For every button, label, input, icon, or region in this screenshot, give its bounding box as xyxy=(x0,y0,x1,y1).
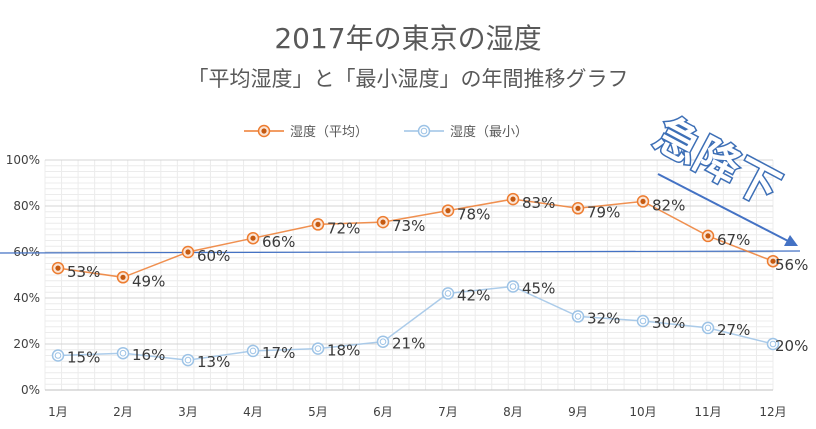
data-point-core xyxy=(769,340,777,348)
data-point-core xyxy=(380,219,386,225)
x-tick-label: 12月 xyxy=(759,405,786,419)
data-point-core xyxy=(770,258,776,264)
data-label: 83% xyxy=(522,194,555,212)
data-point-core xyxy=(249,347,257,355)
x-tick-label: 3月 xyxy=(178,405,198,419)
data-label: 66% xyxy=(262,233,295,251)
data-point-core xyxy=(119,349,127,357)
data-point-core xyxy=(250,235,256,241)
data-point-core xyxy=(315,221,321,227)
legend-marker-core xyxy=(420,127,428,135)
data-point-core xyxy=(120,274,126,280)
legend-label: 湿度（最小） xyxy=(450,124,528,140)
data-point-core xyxy=(574,313,582,320)
data-label: 32% xyxy=(587,309,620,327)
data-label: 82% xyxy=(652,196,685,214)
data-point-core xyxy=(510,196,516,202)
chart-title: 2017年の東京の湿度 xyxy=(274,22,541,55)
data-label: 20% xyxy=(775,337,808,355)
chart-subtitle: 「平均湿度」と「最小湿度」の年間推移グラフ xyxy=(188,67,629,91)
x-tick-label: 8月 xyxy=(503,405,523,419)
data-point-core xyxy=(704,324,712,332)
data-label: 18% xyxy=(327,342,360,360)
data-label: 15% xyxy=(67,349,100,367)
data-label: 56% xyxy=(775,256,808,274)
data-point-core xyxy=(55,265,61,271)
x-tick-label: 9月 xyxy=(568,405,588,419)
legend-label: 湿度（平均） xyxy=(290,124,368,140)
reference-line xyxy=(0,250,801,254)
x-tick-label: 11月 xyxy=(694,405,721,419)
y-tick-label: 100% xyxy=(6,153,40,167)
data-label: 49% xyxy=(132,272,165,290)
data-label: 21% xyxy=(392,335,425,353)
data-point-core xyxy=(54,352,62,359)
data-label: 78% xyxy=(457,206,490,224)
x-tick-label: 6月 xyxy=(373,405,393,419)
series-minimum: 15% 16% 13% 17% 18% 21% 42% 45% 32% 30% 27% 20% xyxy=(51,280,808,371)
data-label: 30% xyxy=(652,314,685,332)
legend-marker-core xyxy=(261,128,267,134)
x-tick-label: 2月 xyxy=(113,405,133,419)
data-label: 16% xyxy=(132,346,165,364)
x-tick-label: 10月 xyxy=(629,405,656,419)
data-label: 45% xyxy=(522,280,555,298)
y-axis: 0% 20% 40% 60% 80% 100% xyxy=(6,153,40,397)
data-point-core xyxy=(184,356,192,364)
x-axis: 1月 2月 3月 4月 5月 6月 7月 8月 9月 10月 11月 12月 xyxy=(48,405,786,419)
data-label: 79% xyxy=(587,203,620,221)
data-label: 42% xyxy=(457,286,490,304)
data-label: 53% xyxy=(67,263,100,281)
y-tick-label: 60% xyxy=(13,245,40,259)
series-line xyxy=(57,198,774,279)
annotation-arrow xyxy=(657,173,791,243)
series-line xyxy=(57,285,774,361)
legend: 湿度（平均） 湿度（最小） xyxy=(244,124,528,140)
x-tick-label: 1月 xyxy=(48,405,68,419)
series-average: 53% 49% 60% 66% 72% 73% 78% 83% 79% 82% 67% 56% xyxy=(51,192,808,290)
data-point-core xyxy=(379,338,387,346)
data-label: 27% xyxy=(717,321,750,339)
y-tick-label: 40% xyxy=(13,291,40,305)
y-tick-label: 20% xyxy=(13,337,40,351)
series-layer: 53%49%60%66%72% 73%78%83%79% 82%67%56%15% 1… xyxy=(51,192,808,371)
data-point-core xyxy=(444,290,452,297)
data-label: 67% xyxy=(717,231,750,249)
x-tick-label: 7月 xyxy=(438,405,458,419)
data-label: 13% xyxy=(197,353,230,371)
data-point-core xyxy=(639,317,647,325)
data-point-core xyxy=(185,249,191,255)
data-point-core xyxy=(575,205,581,211)
data-label: 17% xyxy=(262,344,295,362)
data-label: 72% xyxy=(327,219,360,237)
y-tick-label: 0% xyxy=(21,383,40,397)
annotation-arrow-head xyxy=(784,235,798,246)
data-point-core xyxy=(705,233,711,239)
x-tick-label: 5月 xyxy=(308,405,328,419)
data-point-core xyxy=(314,345,322,352)
y-tick-label: 80% xyxy=(13,199,40,213)
data-point-core xyxy=(445,208,451,214)
data-label: 60% xyxy=(197,247,230,265)
data-label: 73% xyxy=(392,217,425,235)
reference-line-60 xyxy=(0,250,801,254)
x-tick-label: 4月 xyxy=(243,405,263,419)
grid xyxy=(44,159,774,391)
data-point-core xyxy=(509,283,517,290)
data-point-core xyxy=(640,198,646,204)
